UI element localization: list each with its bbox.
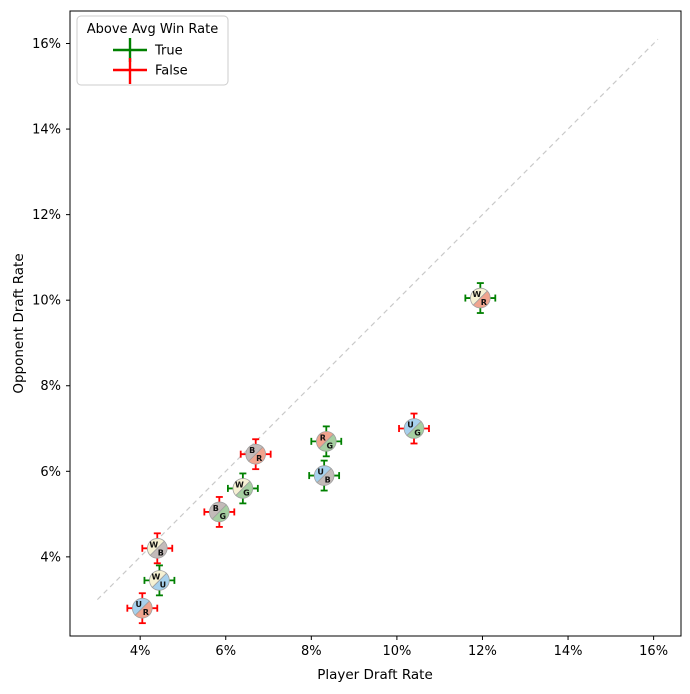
- legend-frame: [76, 15, 229, 86]
- y-tick-label: 6%: [40, 465, 61, 480]
- marker-letter: B: [158, 548, 164, 557]
- legend-label-false: False: [155, 64, 188, 79]
- marker-half-R: [472, 290, 491, 309]
- marker-half-U: [313, 465, 332, 484]
- marker-letter: W: [152, 572, 161, 581]
- marker-half-G: [406, 420, 425, 439]
- data-point-RG: RG: [310, 425, 343, 458]
- y-tick-label: 16%: [32, 37, 61, 52]
- x-tick-label: 16%: [639, 644, 668, 659]
- x-tick-label: 10%: [382, 644, 411, 659]
- y-tick-label: 4%: [40, 550, 61, 565]
- marker-half-B: [209, 501, 227, 520]
- marker-half-W: [147, 538, 165, 556]
- data-point-BR: BR: [239, 438, 272, 471]
- y-tick-label: 10%: [32, 294, 61, 309]
- marker-letter: U: [136, 600, 143, 609]
- marker-letter: G: [327, 441, 334, 450]
- axis-ticks: 4% 6% 8% 10% 12% 14% 16% 4% 6% 8% 10% 12% 14% 16%: [32, 37, 668, 659]
- marker-half-R: [134, 600, 153, 619]
- marker-half-W: [149, 570, 168, 589]
- data-point-WU: WU: [143, 564, 176, 597]
- marker-half-R: [248, 446, 266, 465]
- marker-letter: G: [220, 512, 227, 521]
- marker-half-W: [232, 478, 251, 497]
- y-axis-label: Opponent Draft Rate: [11, 253, 27, 393]
- marker-letter: W: [235, 480, 244, 489]
- marker-half-G: [211, 504, 230, 523]
- data-point-BG: BG: [203, 496, 236, 528]
- x-tick-label: 4%: [130, 644, 151, 659]
- marker-letter: G: [243, 488, 250, 497]
- marker-half-B: [316, 467, 335, 486]
- y-tick-label: 12%: [32, 208, 61, 223]
- marker-half-W: [470, 287, 488, 306]
- legend-label-true: True: [154, 44, 183, 59]
- marker-half-G: [318, 433, 337, 452]
- data-point-UB: UB: [308, 459, 341, 492]
- legend-entry-true: True: [113, 38, 183, 62]
- data-point-WR: WR: [464, 282, 497, 314]
- data-point-UG: UG: [398, 412, 430, 445]
- plot-area-frame: [69, 10, 682, 637]
- x-tick-label: 8%: [301, 644, 322, 659]
- marker-half-G: [235, 480, 254, 499]
- marker-letter: R: [256, 454, 262, 463]
- marker-letter: R: [481, 298, 487, 307]
- x-axis-label: Player Draft Rate: [317, 667, 433, 683]
- legend-entry-false: False: [113, 58, 188, 84]
- marker-letter: B: [249, 446, 255, 455]
- y-tick-label: 8%: [40, 379, 61, 394]
- x-tick-label: 6%: [215, 644, 236, 659]
- marker-half-U: [403, 418, 422, 437]
- marker-half-B: [245, 443, 264, 462]
- x-tick-label: 12%: [468, 644, 497, 659]
- legend: Above Avg Win Rate True False: [76, 15, 229, 86]
- marker-half-U: [151, 572, 170, 591]
- marker-letter: U: [160, 580, 167, 589]
- legend-title: Above Avg Win Rate: [87, 22, 219, 37]
- marker-letter: U: [407, 421, 414, 430]
- marker-letter: U: [317, 468, 324, 477]
- marker-half-R: [316, 431, 334, 449]
- x-tick-label: 14%: [554, 644, 583, 659]
- data-point-WG: WG: [226, 472, 259, 505]
- marker-letter: R: [320, 433, 326, 442]
- data-point-WB: WB: [141, 532, 174, 565]
- marker-letter: W: [149, 540, 158, 549]
- marker-half-B: [149, 540, 168, 559]
- marker-letter: B: [325, 476, 331, 485]
- identity-line-layer: [96, 38, 659, 601]
- marker-letter: B: [213, 504, 219, 513]
- y-tick-label: 14%: [32, 123, 61, 138]
- marker-half-U: [132, 597, 150, 616]
- data-point-UR: UR: [126, 592, 159, 625]
- marker-letter: W: [472, 290, 481, 299]
- identity-line: [96, 38, 659, 601]
- marker-letter: R: [143, 608, 149, 617]
- marker-letter: G: [414, 429, 421, 438]
